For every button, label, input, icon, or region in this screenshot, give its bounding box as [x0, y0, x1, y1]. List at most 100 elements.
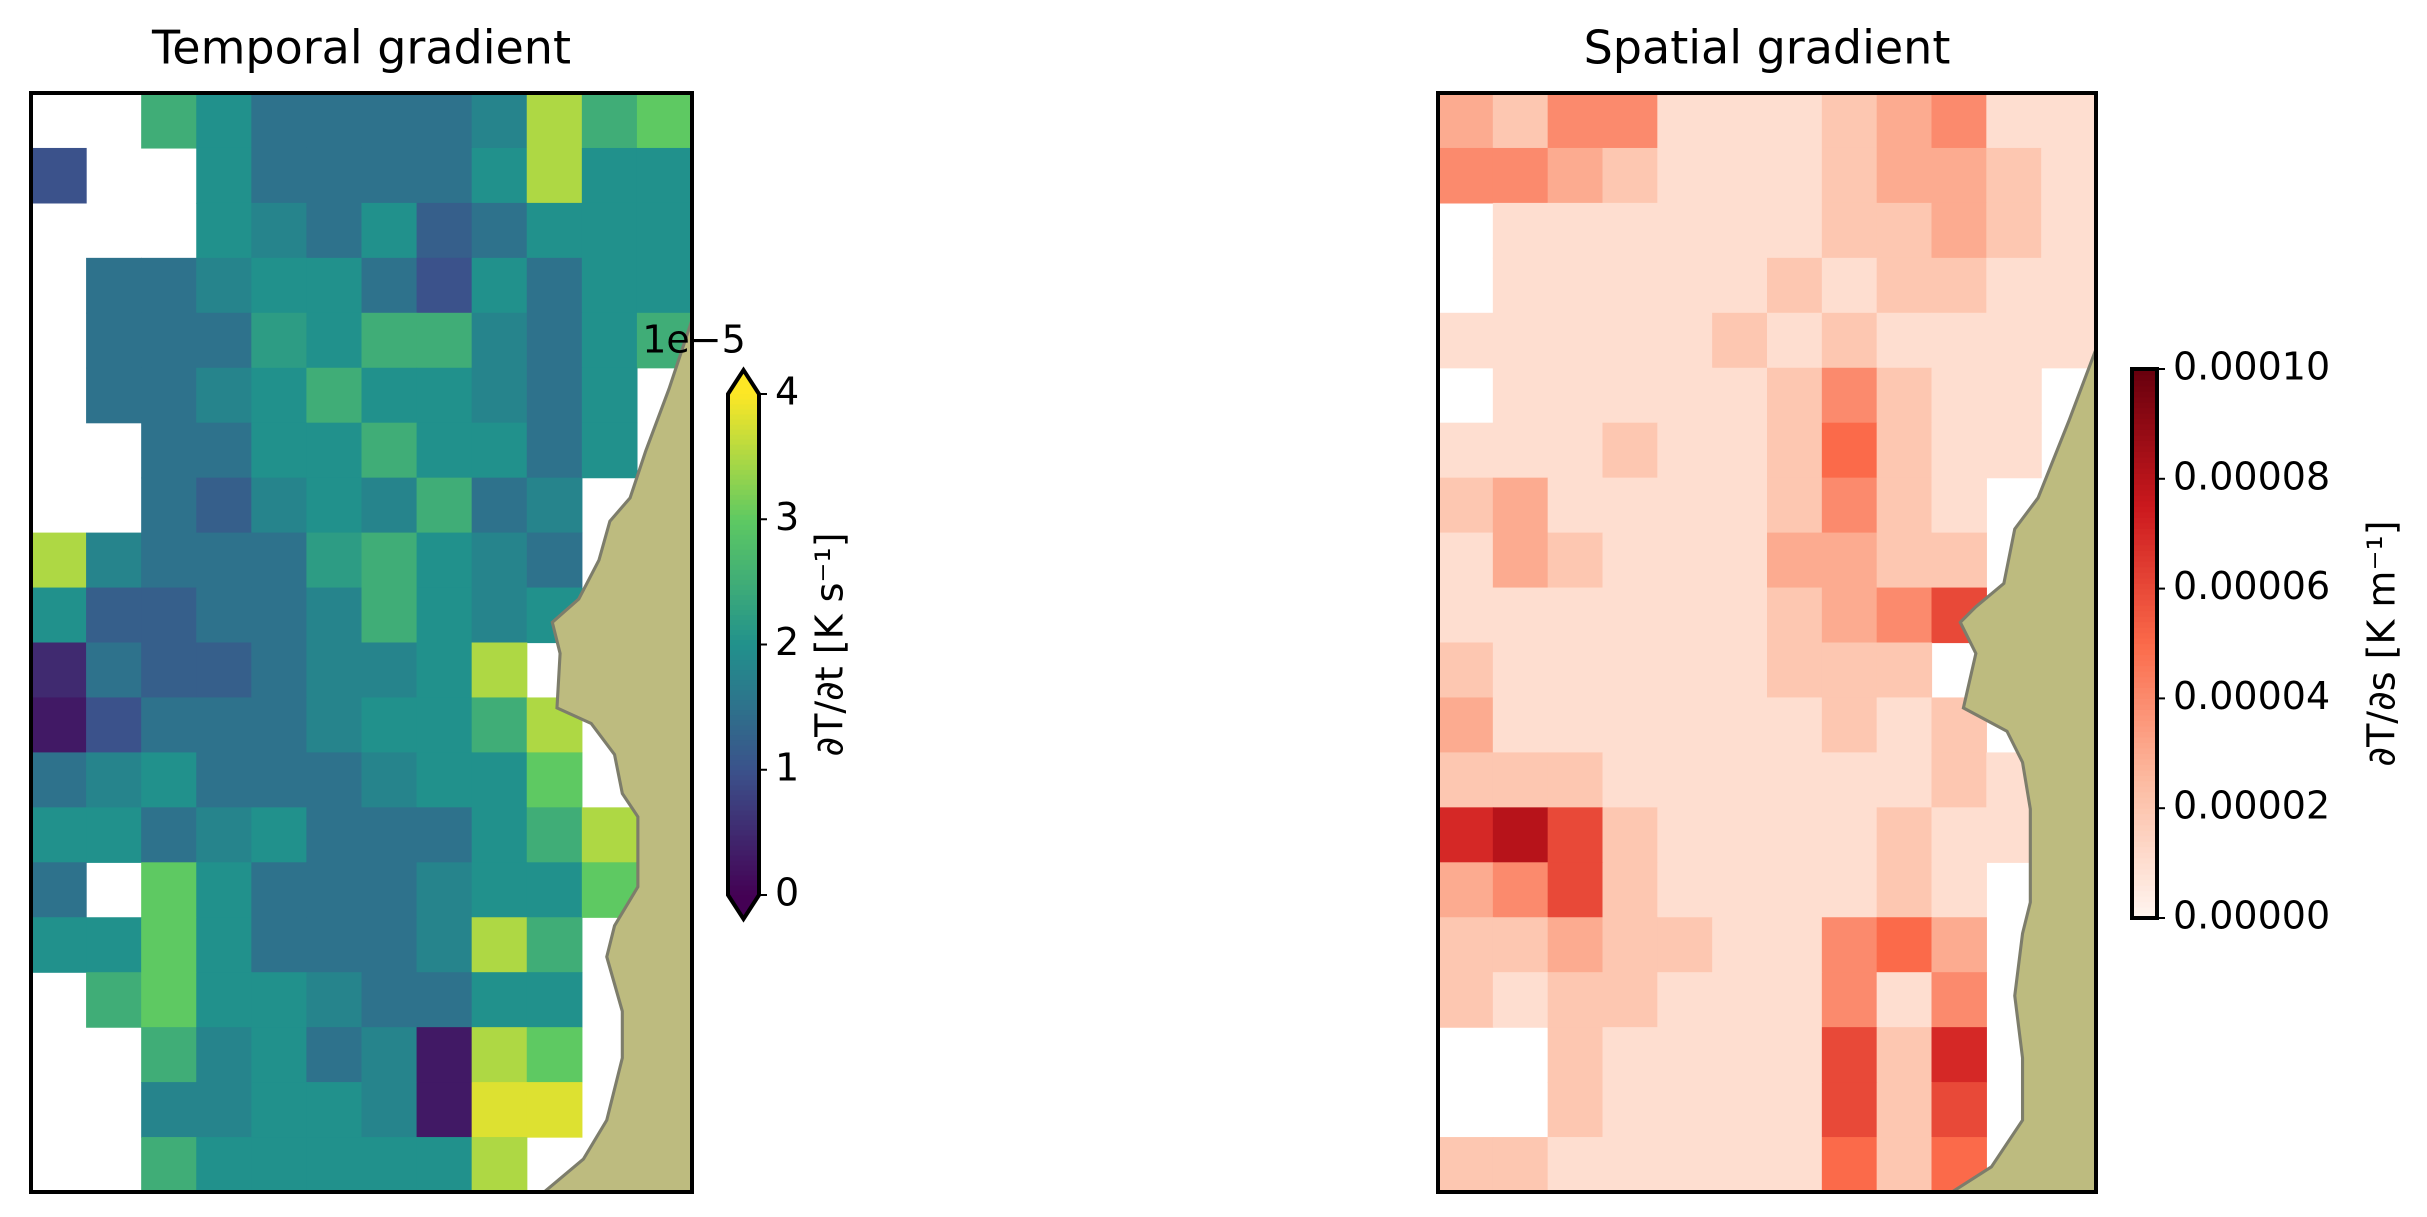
heatmap-cell [1876, 532, 1933, 589]
heatmap-cell [1547, 697, 1604, 753]
heatmap-cell [471, 917, 528, 973]
heatmap-cell [251, 312, 308, 369]
heatmap-cell [1492, 312, 1549, 369]
heatmap-cell [306, 587, 363, 644]
colorbar-gradient [728, 419, 759, 425]
heatmap-cell [526, 972, 583, 1028]
heatmap-cell [1602, 93, 1658, 149]
heatmap-cell [471, 972, 528, 1028]
colorbar-gradient [728, 574, 759, 580]
heatmap-cell [306, 697, 363, 753]
heatmap-cell [361, 422, 418, 479]
heatmap-cell [1547, 917, 1604, 973]
colorbar-gradient [2132, 374, 2157, 381]
heatmap-cell [1767, 477, 1823, 534]
heatmap-cell [1602, 917, 1658, 973]
heatmap-cell [1602, 807, 1658, 863]
colorbar-gradient [728, 724, 759, 731]
heatmap-cell [1821, 93, 1878, 149]
colorbar-gradient [728, 404, 759, 410]
heatmap-cell [526, 807, 583, 863]
heatmap-cell [1876, 93, 1933, 149]
heatmap-cell [196, 1082, 252, 1138]
heatmap-cell [2041, 312, 2097, 369]
colorbar-gradient [2132, 566, 2157, 573]
heatmap-cell [86, 257, 142, 314]
colorbar-gradient [728, 679, 759, 686]
heatmap-cell [416, 147, 473, 204]
heatmap-cell [526, 202, 583, 259]
heatmap-cell [251, 917, 308, 973]
heatmap-cell [1876, 587, 1933, 644]
heatmap-cell [361, 147, 418, 204]
heatmap-cell [1821, 1027, 1878, 1083]
heatmap-cell [141, 807, 197, 863]
colorbar-gradient [2132, 445, 2157, 452]
heatmap-cell [251, 862, 308, 918]
heatmap-cell [1931, 917, 1987, 973]
heatmap-cell [1767, 257, 1823, 314]
colorbar-gradient [2132, 841, 2157, 848]
heatmap-cell [306, 422, 363, 479]
heatmap-cell [1602, 477, 1658, 534]
colorbar-gradient [2132, 396, 2157, 403]
colorbar-gradient [2132, 401, 2157, 409]
heatmap-cell [1657, 917, 1713, 973]
colorbar-gradient [2132, 462, 2157, 469]
colorbar-gradient [2132, 506, 2157, 513]
heatmap-cell [1986, 257, 2042, 314]
heatmap-cell [471, 642, 528, 699]
heatmap-cell [1492, 642, 1549, 699]
colorbar-gradient [728, 539, 759, 545]
heatmap-cell [86, 367, 142, 424]
colorbar-gradient [2132, 440, 2157, 447]
colorbar-gradient [728, 444, 759, 450]
heatmap-cell [1438, 807, 1494, 863]
heatmap-cell [1547, 752, 1604, 808]
heatmap-cell [526, 147, 583, 204]
heatmap-cell [1821, 532, 1878, 589]
colorbar-gradient [2132, 665, 2157, 672]
colorbar-gradient [728, 699, 759, 706]
heatmap-cell [86, 972, 142, 1028]
colorbar-gradient [728, 544, 759, 550]
heatmap-cell [1547, 642, 1604, 699]
colorbar-gradient [728, 434, 759, 440]
heatmap-cell [2041, 202, 2097, 259]
heatmap-cell [1876, 422, 1933, 479]
heatmap-cell [1767, 93, 1823, 149]
heatmap-cell [1767, 862, 1823, 918]
heatmap-cell [1712, 587, 1768, 644]
colorbar-gradient [728, 579, 759, 585]
colorbar-gradient [728, 799, 759, 806]
heatmap-cell [1492, 147, 1549, 204]
heatmap-cell [1712, 807, 1768, 863]
heatmap-cell [86, 312, 142, 369]
heatmap-cell [306, 312, 363, 369]
heatmap-cell [416, 1137, 473, 1193]
heatmap-cell [1602, 1027, 1658, 1083]
heatmap-cell [1712, 1082, 1768, 1138]
colorbar-gradient [728, 459, 759, 465]
heatmap-cell [1492, 807, 1549, 863]
heatmap-cell [1602, 972, 1658, 1028]
colorbar-gradient [2132, 423, 2157, 430]
heatmap-cell [581, 422, 638, 479]
heatmap-cell [361, 202, 418, 259]
heatmap-cell [2041, 257, 2097, 314]
heatmap-cell [1438, 642, 1494, 699]
heatmap-cell [141, 1027, 197, 1083]
colorbar-gradient [728, 549, 759, 555]
colorbar-gradient [2132, 594, 2157, 601]
colorbar-gradient [728, 869, 759, 876]
colorbar-gradient [2132, 857, 2157, 864]
heatmap-cell [1986, 422, 2042, 479]
heatmap-cell [1767, 917, 1823, 973]
heatmap-cell [251, 147, 308, 204]
colorbar-gradient [728, 594, 759, 601]
colorbar-gradient [2132, 456, 2157, 463]
heatmap-cell [1602, 642, 1658, 699]
heatmap-cell [1602, 422, 1658, 479]
heatmap-cell [306, 93, 363, 149]
heatmap-cell [141, 752, 197, 808]
